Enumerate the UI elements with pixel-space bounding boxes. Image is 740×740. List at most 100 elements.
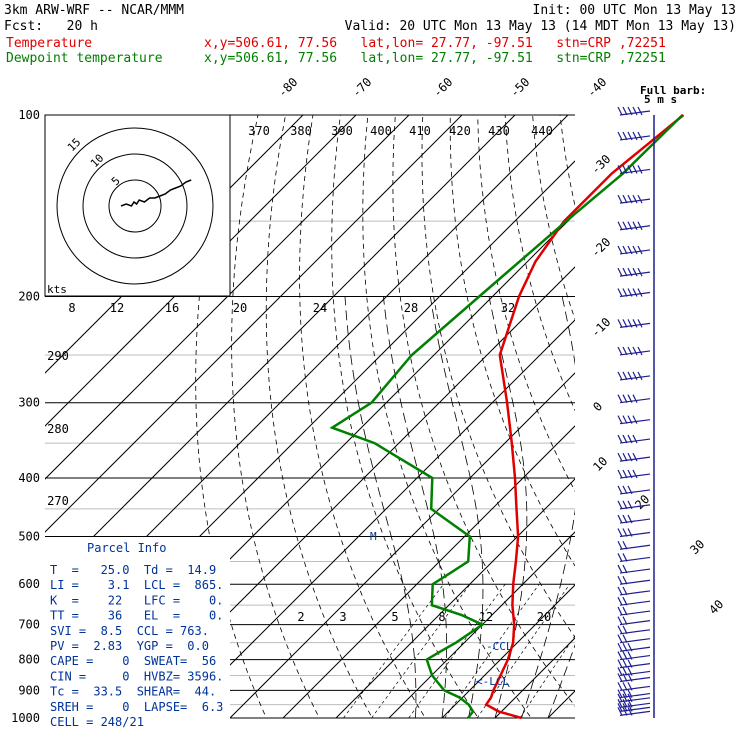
pressure-tick-label: 800	[18, 653, 40, 667]
mixing-ratio-line	[343, 584, 444, 718]
barb-key-label: Full barb:	[640, 84, 706, 97]
wind-barb-flag	[617, 267, 623, 277]
mixing-ratio-lower-label: 5	[391, 610, 398, 624]
hodograph-box	[44, 114, 231, 297]
wind-barb-flag	[627, 693, 633, 703]
legend-dewpoint-name: Dewpoint temperature	[6, 51, 163, 66]
isotherm-label: -50	[507, 75, 532, 100]
wind-barb-shaft	[619, 702, 651, 708]
wind-barb-flag	[627, 221, 633, 231]
isotherm-label: -20	[588, 235, 613, 260]
wind-barb-flag	[627, 194, 633, 204]
wind-barb-flag	[617, 673, 623, 682]
wind-barb-shaft	[619, 579, 651, 585]
wind-barb-flag	[627, 500, 633, 510]
wind-barb-flag	[617, 194, 623, 204]
wind-barb-shaft	[619, 350, 651, 356]
wind-barb-flag	[617, 553, 623, 562]
dry-adiabat-line	[195, 115, 267, 718]
mixing-ratio-lower-label: 2	[297, 610, 304, 624]
pressure-tick-label: 200	[18, 290, 40, 304]
wind-barb-shaft	[619, 110, 651, 116]
wind-barb-shaft	[619, 692, 651, 699]
isotherm-line	[45, 115, 516, 586]
wind-barb-flag	[617, 703, 623, 712]
wind-barb-shaft	[619, 600, 651, 606]
wind-barb-flag	[632, 288, 638, 297]
wind-barb-flag	[617, 434, 623, 444]
pressure-tick-label: 1000	[11, 711, 40, 725]
dry-adiabat-label: 410	[409, 124, 431, 138]
wind-barb-flag	[632, 452, 638, 462]
wind-barb-flag	[622, 707, 628, 716]
dry-adiabat-line	[559, 115, 575, 208]
wind-barb	[617, 625, 651, 635]
pressure-tick-label: 400	[18, 471, 40, 485]
wind-barb-shaft	[619, 504, 651, 510]
wind-barb	[617, 575, 651, 585]
wind-barb-flag	[617, 693, 623, 703]
wind-barb-flag	[617, 165, 623, 174]
wind-barb-shaft	[619, 419, 651, 425]
wind-barb-shaft	[619, 544, 651, 550]
wind-barb-flag	[617, 642, 623, 652]
wind-barb-flag	[627, 288, 633, 297]
wind-barb-flag	[627, 371, 633, 381]
wind-barb-flag	[622, 500, 628, 510]
moist-adiabat-line	[430, 296, 484, 718]
wind-barb-flag	[617, 564, 623, 574]
wind-barb-flag	[627, 642, 633, 652]
isotherms	[45, 115, 740, 718]
wind-barb-flag	[632, 346, 638, 356]
wind-barb-flag	[617, 452, 623, 462]
wind-barb-flag	[622, 288, 628, 297]
hodograph-ring	[82, 153, 188, 259]
parcel-info-row: CIN = 0 HVBZ= 3596.	[50, 669, 223, 683]
pressure-tick-label: 100	[18, 108, 40, 122]
wind-barb	[617, 245, 651, 255]
mixing-ratio-line	[519, 635, 575, 718]
wind-barb-flag	[637, 319, 643, 328]
wind-barb-flag	[627, 659, 633, 668]
wind-barb-flag	[617, 682, 623, 691]
isotherm-line	[335, 478, 575, 718]
isotherm-line	[547, 690, 575, 718]
wind-barb-flag	[622, 659, 628, 668]
parcel-info-row: SVI = 8.5 CCL = 763.	[50, 624, 209, 638]
wind-barb	[617, 659, 651, 669]
wind-barb-flag	[617, 575, 623, 585]
wind-barb-flag	[637, 346, 643, 356]
wind-barb-flag	[627, 106, 633, 116]
wind-barb-flag	[637, 288, 643, 297]
dry-adiabat-line	[231, 115, 320, 718]
wind-barb-flag	[617, 394, 623, 403]
wind-barb-flag	[627, 346, 633, 356]
wind-barb-flag	[627, 707, 633, 716]
wind-barb-flag	[622, 616, 628, 625]
wind-barb-flag	[627, 667, 633, 676]
wind-barb-shaft	[619, 291, 651, 298]
isotherm-label: -40	[584, 75, 609, 100]
wind-barb-flag	[622, 625, 628, 635]
wind-barb-flag	[617, 625, 623, 635]
parcel-info-row: SREH = 0 LAPSE= 6.3	[50, 700, 223, 714]
wind-barb-flag	[617, 346, 623, 356]
pressure-tick-label: 700	[18, 618, 40, 632]
wind-barb-flag	[627, 703, 633, 712]
wind-barb-flag	[632, 371, 638, 381]
wind-barb	[617, 319, 651, 328]
isotherm-line	[45, 115, 463, 533]
dry-adiabat-line	[504, 115, 575, 412]
wind-barb-flag	[622, 514, 628, 524]
wind-barb-shaft	[619, 438, 651, 444]
wind-barb-flag	[637, 267, 643, 277]
wind-barb-flag	[617, 540, 623, 550]
wind-barb-flag	[622, 651, 628, 660]
wind-barb-flag	[627, 469, 633, 479]
isotherm-label: 30	[687, 537, 707, 557]
wind-barb-shaft	[619, 610, 651, 616]
isotherm-line	[654, 115, 740, 718]
wind-barb	[617, 165, 651, 175]
isotherm-label: 0	[590, 399, 605, 414]
